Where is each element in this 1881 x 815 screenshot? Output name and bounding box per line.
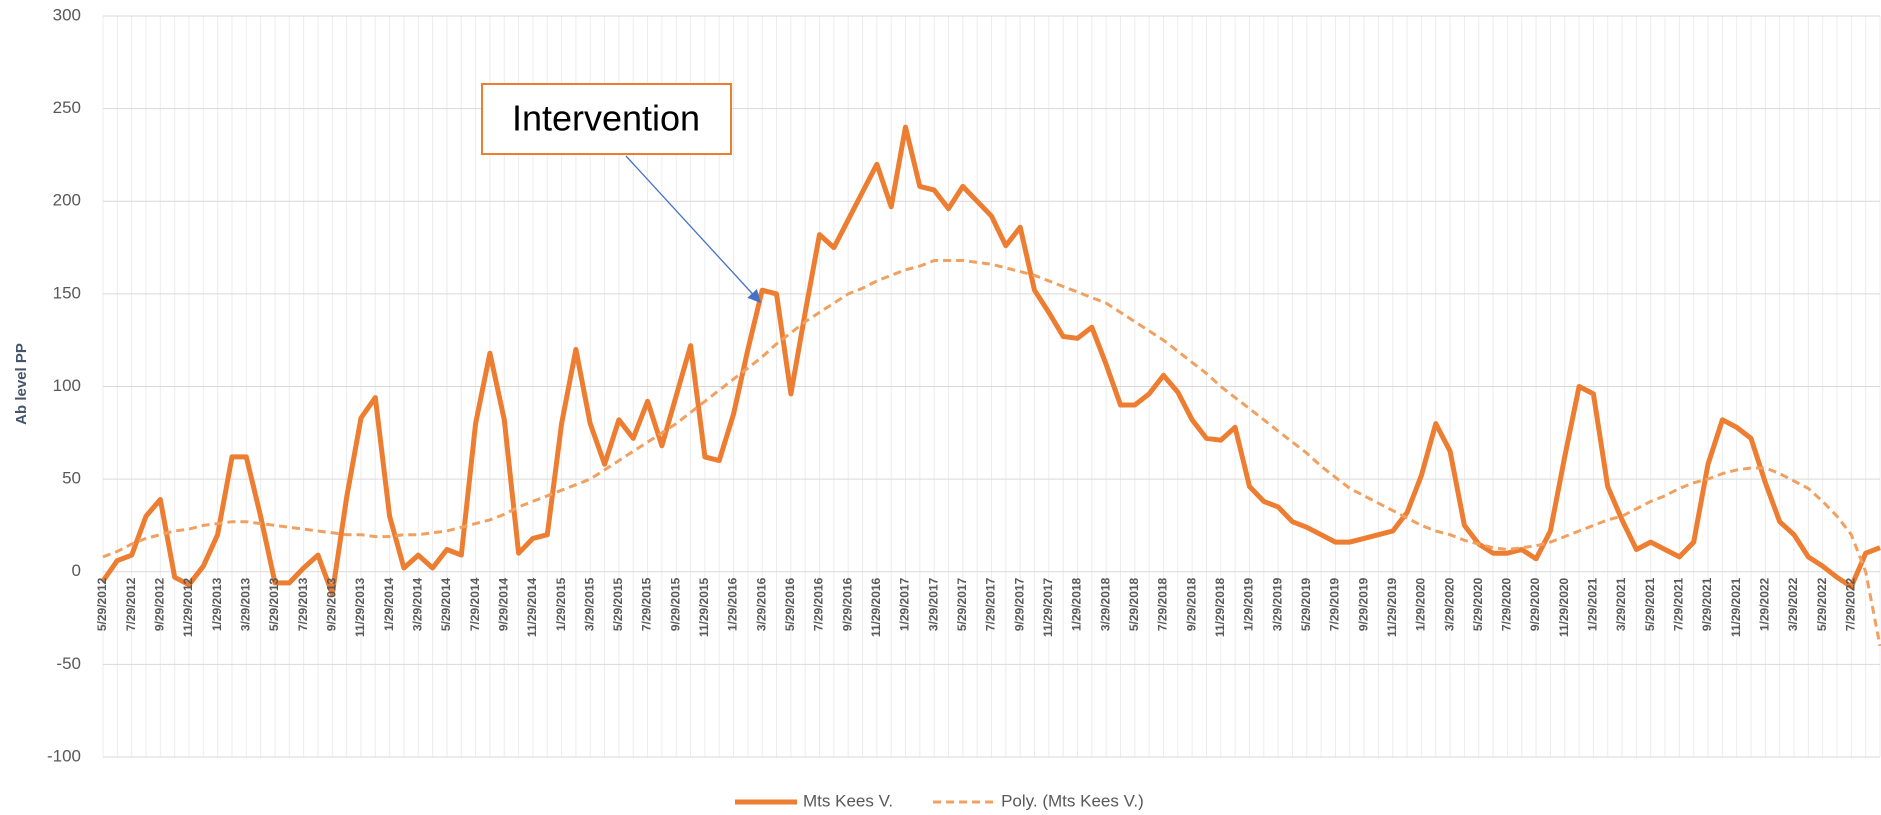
x-tick-label: 7/29/2014 <box>468 577 482 631</box>
x-tick-label: 3/29/2013 <box>238 577 252 631</box>
x-tick-label: 11/29/2016 <box>869 577 883 637</box>
x-tick-label: 11/29/2013 <box>353 577 367 637</box>
legend-label: Mts Kees V. <box>803 791 893 810</box>
x-tick-label: 3/29/2015 <box>582 577 596 631</box>
x-tick-label: 1/29/2016 <box>726 577 740 631</box>
x-tick-label: 5/29/2017 <box>955 577 969 631</box>
annotation-text: Intervention <box>512 98 700 139</box>
x-tick-label: 7/29/2017 <box>984 577 998 631</box>
x-tick-label: 5/29/2013 <box>267 577 281 631</box>
x-tick-label: 5/29/2014 <box>439 577 453 631</box>
x-tick-label: 3/29/2020 <box>1442 577 1456 631</box>
annotation-arrow <box>625 155 761 303</box>
x-tick-label: 7/29/2016 <box>812 577 826 631</box>
x-tick-label: 11/29/2015 <box>697 577 711 637</box>
x-tick-label: 5/29/2021 <box>1643 577 1657 631</box>
x-tick-label: 1/29/2021 <box>1586 577 1600 631</box>
x-tick-label: 5/29/2015 <box>611 577 625 631</box>
x-tick-label: 7/29/2022 <box>1844 577 1858 631</box>
x-tick-label: 11/29/2012 <box>181 577 195 637</box>
x-tick-label: 3/29/2019 <box>1270 577 1284 631</box>
legend-label: Poly. (Mts Kees V.) <box>1001 791 1144 810</box>
x-tick-label: 5/29/2018 <box>1127 577 1141 631</box>
x-tick-label: 9/29/2018 <box>1184 577 1198 631</box>
x-tick-label: 7/29/2018 <box>1156 577 1170 631</box>
x-tick-label: 1/29/2020 <box>1414 577 1428 631</box>
x-tick-label: 11/29/2021 <box>1729 577 1743 637</box>
x-tick-label: 9/29/2015 <box>668 577 682 631</box>
x-tick-label: 7/29/2015 <box>640 577 654 631</box>
x-tick-label: 7/29/2019 <box>1328 577 1342 631</box>
x-tick-label: 1/29/2014 <box>382 577 396 631</box>
x-tick-label: 3/29/2017 <box>926 577 940 631</box>
x-tick-label: 7/29/2013 <box>296 577 310 631</box>
x-tick-label: 5/29/2020 <box>1471 577 1485 631</box>
x-tick-label: 11/29/2019 <box>1385 577 1399 637</box>
x-tick-label: 1/29/2013 <box>210 577 224 631</box>
y-tick-label: 100 <box>53 376 81 395</box>
annotation-box <box>481 83 732 155</box>
x-tick-label: 11/29/2018 <box>1213 577 1227 637</box>
y-tick-label: 0 <box>72 561 81 580</box>
x-tick-label: 9/29/2013 <box>324 577 338 631</box>
x-tick-label: 9/29/2020 <box>1528 577 1542 631</box>
x-tick-label: 11/29/2014 <box>525 577 539 637</box>
x-tick-label: 3/29/2014 <box>410 577 424 631</box>
x-tick-label: 3/29/2016 <box>754 577 768 631</box>
y-tick-label: 250 <box>53 98 81 117</box>
x-tick-label: 9/29/2014 <box>496 577 510 631</box>
x-tick-label: 5/29/2022 <box>1815 577 1829 631</box>
x-tick-label: 9/29/2016 <box>840 577 854 631</box>
x-tick-label: 3/29/2021 <box>1614 577 1628 631</box>
x-tick-label: 9/29/2017 <box>1012 577 1026 631</box>
y-tick-label: 150 <box>53 283 81 302</box>
x-tick-label: 7/29/2020 <box>1500 577 1514 631</box>
plot <box>100 124 1881 647</box>
x-tick-label: 9/29/2021 <box>1700 577 1714 631</box>
trend-line <box>102 259 1881 647</box>
x-tick-label: 3/29/2022 <box>1786 577 1800 631</box>
x-tick-label: 9/29/2012 <box>152 577 166 631</box>
x-tick-label: 1/29/2019 <box>1242 577 1256 631</box>
x-tick-label: 1/29/2017 <box>898 577 912 631</box>
data-line <box>100 124 1881 597</box>
y-tick-label: -100 <box>47 746 81 765</box>
x-tick-label: 1/29/2015 <box>554 577 568 631</box>
y-axis-title: Ab level PP <box>13 343 30 425</box>
y-tick-label: -50 <box>56 654 81 673</box>
grid <box>102 15 1881 758</box>
x-tick-label: 5/29/2012 <box>95 577 109 631</box>
x-tick-label: 11/29/2017 <box>1041 577 1055 637</box>
y-tick-label: 200 <box>53 191 81 210</box>
y-tick-label: 50 <box>62 469 81 488</box>
x-tick-label: 7/29/2012 <box>124 577 138 631</box>
x-tick-label: 1/29/2018 <box>1070 577 1084 631</box>
x-tick-label: 7/29/2021 <box>1672 577 1686 631</box>
y-tick-label: 300 <box>53 5 81 24</box>
x-tick-label: 3/29/2018 <box>1098 577 1112 631</box>
x-tick-label: 1/29/2022 <box>1758 577 1772 631</box>
x-tick-label: 9/29/2019 <box>1356 577 1370 631</box>
x-tick-label: 5/29/2016 <box>783 577 797 631</box>
x-tick-label: 11/29/2020 <box>1557 577 1571 637</box>
x-tick-label: 5/29/2019 <box>1299 577 1313 631</box>
